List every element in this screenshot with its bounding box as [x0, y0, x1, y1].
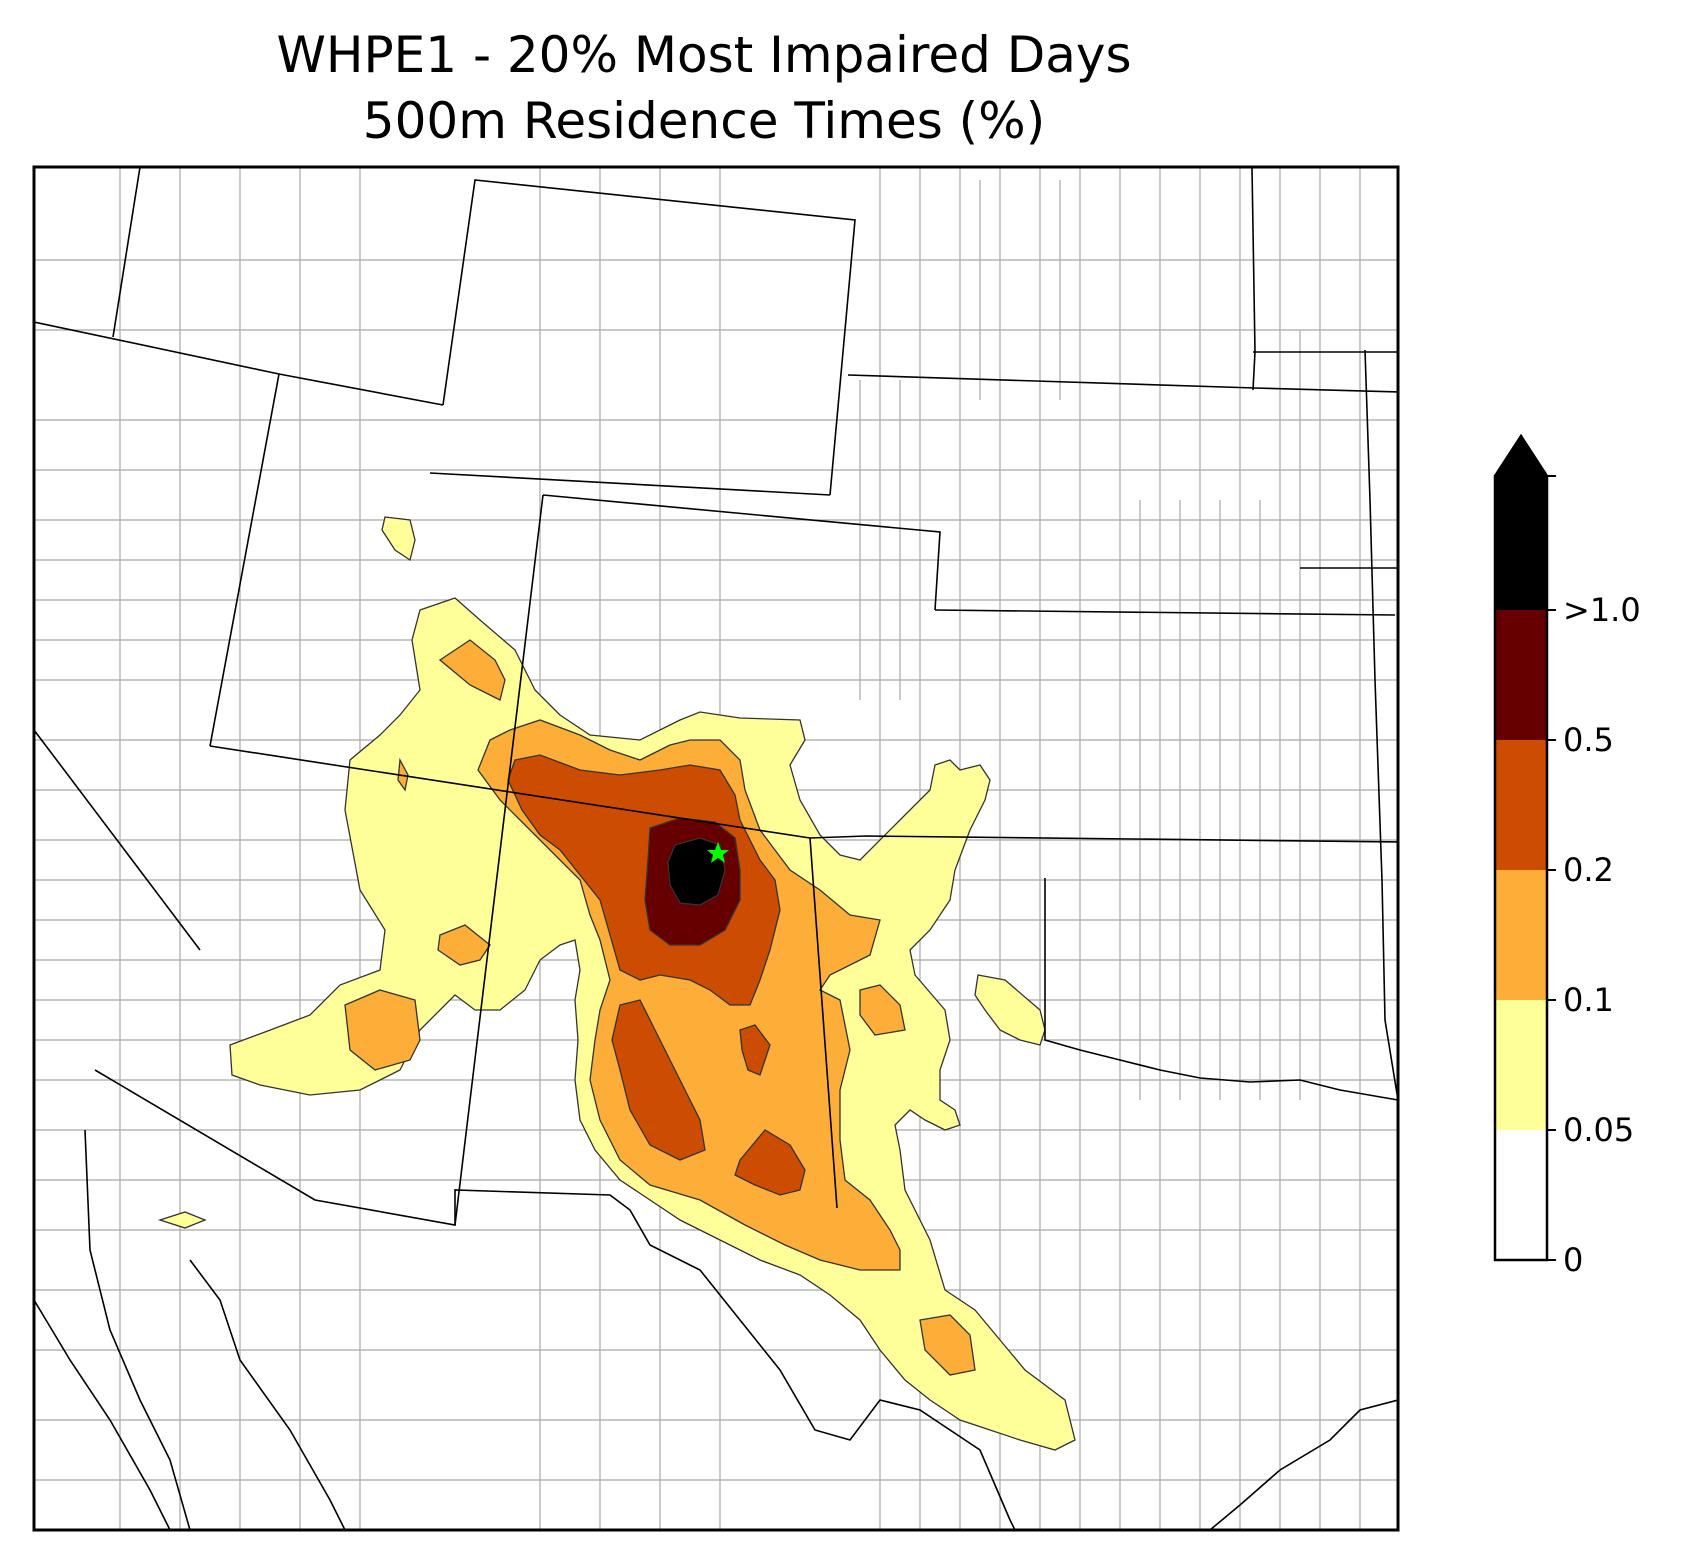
colorbar: [1493, 433, 1556, 1262]
colorbar-outline: [1493, 433, 1549, 1262]
colorbar-band-1: [1495, 1000, 1547, 1130]
colorbar-label: 0.5: [1563, 721, 1614, 759]
colorbar-label: 0.1: [1563, 981, 1614, 1019]
colorbar-extend-arrow: [1495, 436, 1547, 610]
colorbar-band-2: [1495, 870, 1547, 1000]
colorbar-band-3: [1495, 740, 1547, 870]
site-star-icon: [707, 842, 729, 863]
colorbar-band-0: [1495, 1130, 1547, 1260]
contour-0.2: [507, 754, 806, 1196]
map-title: WHPE1 - 20% Most Impaired Days: [276, 26, 1132, 84]
colorbar-label: 0: [1563, 1241, 1584, 1279]
colorbar-label: >1.0: [1563, 591, 1641, 629]
state-boundaries: [34, 167, 1398, 1530]
colorbar-label: 0.2: [1563, 851, 1614, 889]
map-frame: [32, 165, 1400, 1532]
contour-gt-1.0: [667, 837, 726, 906]
colorbar-band-4: [1495, 610, 1547, 740]
colorbar-label: 0.05: [1563, 1111, 1635, 1149]
map-subtitle: 500m Residence Times (%): [362, 92, 1046, 150]
